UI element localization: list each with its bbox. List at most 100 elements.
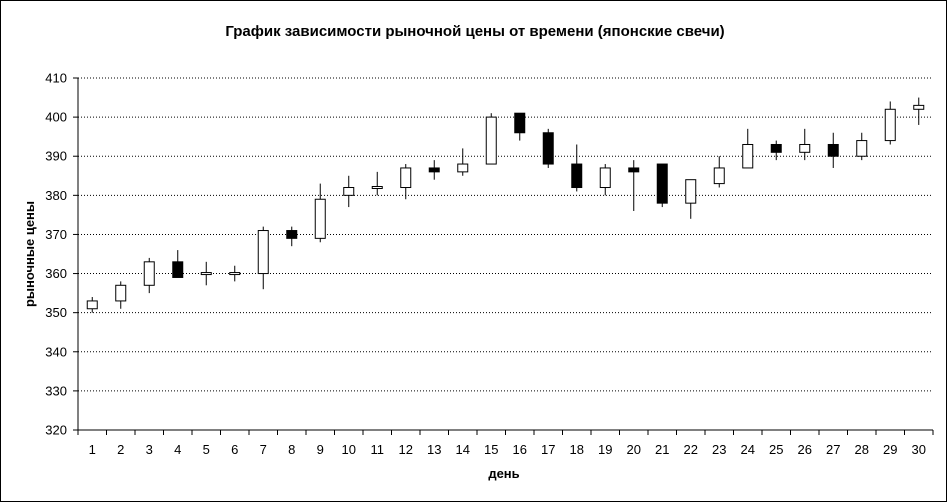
y-tick-label-380: 380 — [45, 188, 67, 203]
x-tick-labels: 1 2 3 4 5 6 7 8 9 10 11 12 13 14 15 16 17 18 19 20 21 22 23 24 2… — [89, 442, 926, 457]
candle-day-22 — [685, 179, 697, 219]
x-tick-label-5: 5 — [203, 442, 210, 457]
candle-body-9 — [314, 198, 326, 239]
candle-day-4 — [172, 250, 184, 278]
x-tick-label-24: 24 — [741, 442, 755, 457]
x-tick-label-19: 19 — [598, 442, 612, 457]
candle-body-15 — [485, 116, 497, 165]
candle-body-17 — [542, 132, 554, 165]
x-tick-label-2: 2 — [117, 442, 124, 457]
x-tick-label-10: 10 — [342, 442, 356, 457]
x-tick-label-29: 29 — [883, 442, 897, 457]
x-tick-label-1: 1 — [89, 442, 96, 457]
candle-body-14 — [457, 163, 469, 173]
candle-day-5 — [200, 261, 212, 286]
axes — [73, 77, 934, 435]
candle-day-15 — [485, 113, 497, 165]
chart-title: График зависимости рыночной цены от врем… — [225, 23, 724, 40]
candle-body-12 — [400, 167, 412, 189]
x-tick-label-12: 12 — [399, 442, 413, 457]
x-tick-label-15: 15 — [484, 442, 498, 457]
candle-day-16 — [514, 112, 526, 141]
y-tick-label-360: 360 — [45, 266, 67, 281]
x-tick-label-25: 25 — [769, 442, 783, 457]
y-tick-label-370: 370 — [45, 227, 67, 242]
x-tick-label-22: 22 — [684, 442, 698, 457]
y-tick-label-320: 320 — [45, 423, 67, 438]
candle-body-26 — [799, 143, 811, 153]
y-tick-label-390: 390 — [45, 149, 67, 164]
x-tick-label-7: 7 — [260, 442, 267, 457]
y-tick-label-330: 330 — [45, 383, 67, 398]
candle-body-30 — [913, 104, 925, 110]
x-tick-label-20: 20 — [627, 442, 641, 457]
candle-body-22 — [685, 179, 697, 204]
candle-day-24 — [742, 128, 754, 169]
candle-body-4 — [172, 261, 184, 278]
x-tick-label-8: 8 — [288, 442, 295, 457]
candle-body-7 — [257, 230, 269, 275]
candle-body-5 — [200, 272, 212, 276]
candle-body-19 — [599, 167, 611, 189]
candle-day-17 — [542, 128, 554, 168]
x-tick-label-4: 4 — [174, 442, 181, 457]
candle-day-6 — [229, 265, 241, 282]
candle-day-19 — [599, 164, 611, 196]
y-tick-label-400: 400 — [45, 110, 67, 125]
candle-day-27 — [827, 132, 839, 168]
x-tick-label-13: 13 — [427, 442, 441, 457]
candle-day-14 — [457, 148, 469, 176]
candle-day-25 — [770, 140, 782, 161]
candle-body-21 — [656, 163, 668, 204]
candle-body-16 — [514, 112, 526, 134]
candle-body-6 — [229, 272, 241, 276]
candle-body-10 — [343, 187, 355, 196]
candle-day-30 — [913, 97, 925, 125]
candle-body-25 — [770, 143, 782, 153]
x-axis-title: день — [488, 466, 519, 481]
candle-body-28 — [856, 140, 868, 157]
candle-day-3 — [143, 257, 155, 294]
candle-body-8 — [286, 230, 298, 239]
candle-body-23 — [713, 167, 725, 185]
x-tick-label-17: 17 — [541, 442, 555, 457]
x-tick-label-11: 11 — [371, 442, 385, 457]
x-tick-label-16: 16 — [513, 442, 527, 457]
x-tick-label-14: 14 — [456, 442, 470, 457]
candle-body-1 — [86, 300, 98, 310]
candle-body-24 — [742, 143, 754, 169]
candle-body-29 — [884, 108, 896, 142]
y-tick-label-340: 340 — [45, 344, 67, 359]
y-tick-label-350: 350 — [45, 305, 67, 320]
candle-body-20 — [628, 167, 640, 173]
candles — [86, 97, 925, 313]
candle-body-2 — [115, 284, 127, 302]
candle-day-2 — [115, 281, 127, 309]
x-tick-label-3: 3 — [146, 442, 153, 457]
y-tick-labels: 320 330 340 350 360 370 380 390 400 410 — [45, 71, 67, 438]
x-tick-label-9: 9 — [317, 442, 324, 457]
candle-day-21 — [656, 163, 668, 208]
x-tick-label-6: 6 — [231, 442, 238, 457]
candle-day-20 — [628, 160, 640, 211]
candle-day-12 — [400, 164, 412, 200]
candle-day-28 — [856, 132, 868, 161]
x-tick-label-18: 18 — [570, 442, 584, 457]
candle-day-10 — [343, 175, 355, 208]
candle-day-8 — [286, 226, 298, 247]
candle-day-13 — [428, 160, 440, 180]
candle-body-11 — [371, 186, 383, 190]
candle-body-27 — [827, 143, 839, 157]
candle-day-26 — [799, 128, 811, 161]
x-tick-label-26: 26 — [798, 442, 812, 457]
candle-day-29 — [884, 101, 896, 145]
x-tick-label-23: 23 — [712, 442, 726, 457]
candle-day-9 — [314, 183, 326, 243]
candle-day-18 — [571, 144, 583, 192]
candle-day-7 — [257, 226, 269, 290]
candle-body-3 — [143, 261, 155, 286]
candle-day-23 — [713, 156, 725, 188]
candle-day-1 — [86, 297, 98, 313]
